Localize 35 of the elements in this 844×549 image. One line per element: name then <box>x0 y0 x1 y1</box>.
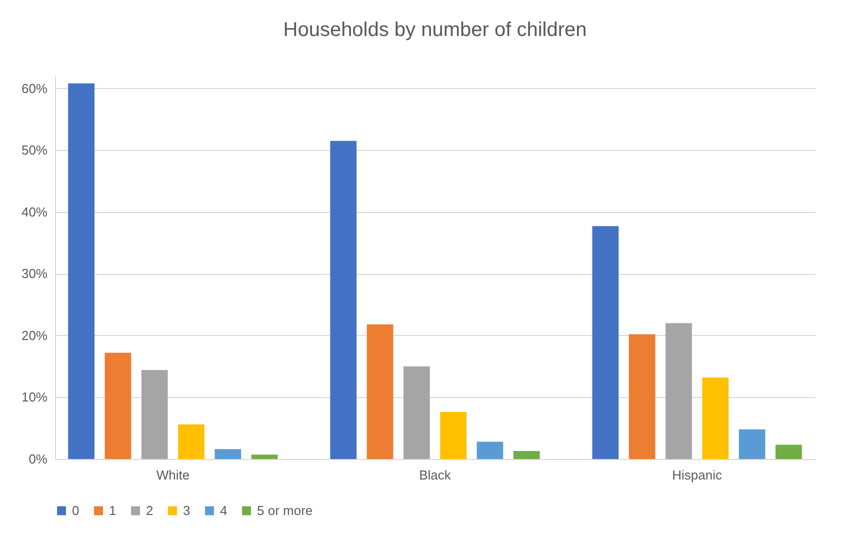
bar <box>178 424 204 459</box>
bar <box>141 370 168 459</box>
y-tick-label: 0% <box>28 452 48 466</box>
legend-label: 2 <box>146 502 154 518</box>
bar <box>403 366 430 459</box>
bar <box>592 226 619 459</box>
y-tick-label: 20% <box>21 328 48 343</box>
bar <box>251 454 278 459</box>
y-tick-label: 40% <box>21 204 48 220</box>
bar <box>628 334 656 459</box>
y-tick-label: 50% <box>21 142 48 158</box>
legend-label: 4 <box>220 502 228 518</box>
bar <box>68 83 94 459</box>
y-tick-label: 10% <box>21 390 48 405</box>
legend-label: 0 <box>72 502 80 518</box>
bar <box>366 324 394 459</box>
bar <box>440 412 467 459</box>
legend-label: 3 <box>183 502 190 518</box>
x-tick-label: Hispanic <box>672 468 722 482</box>
bar <box>513 450 540 459</box>
bar <box>104 352 132 459</box>
x-tick-label: Black <box>419 468 452 482</box>
x-tick-label: White <box>156 468 190 482</box>
legend-label: 1 <box>109 502 116 518</box>
y-tick-label: 30% <box>21 266 48 282</box>
bar <box>776 444 802 459</box>
bar <box>666 323 692 459</box>
bar <box>738 429 766 459</box>
legend-label: 5 or more <box>257 502 313 518</box>
chart-title: Households by number of children <box>283 19 587 41</box>
bar <box>476 442 504 459</box>
bar <box>702 377 729 459</box>
bar <box>330 140 357 459</box>
bar <box>214 449 242 459</box>
y-tick-label: 60% <box>21 80 48 96</box>
